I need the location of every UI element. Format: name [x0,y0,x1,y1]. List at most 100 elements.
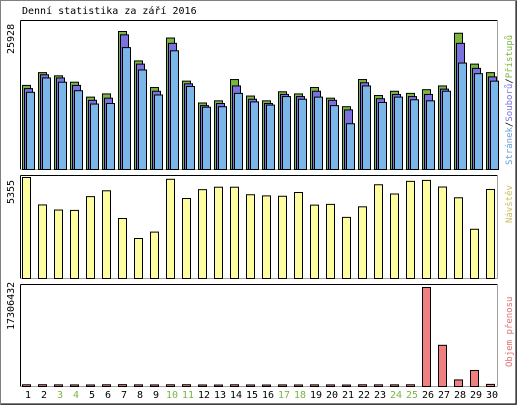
legend-volume: Objem přenosu [505,297,515,367]
volume-bar [70,384,79,388]
visits-bar [38,204,47,280]
volume-bar [422,287,431,387]
legend-visits: Návštěv [504,185,515,223]
x-tick-label: 17 [278,390,290,401]
x-tick-label: 2 [41,390,47,401]
hits-bar [330,105,339,170]
hits-bar [218,106,227,171]
hits-bar [138,69,147,170]
hits-bar [170,50,179,170]
hits-bar [90,103,99,170]
visits-bar [262,195,271,279]
hits-bar [442,90,451,170]
x-tick-label: 23 [374,390,386,401]
volume-bar [230,384,239,387]
visits-bar [198,189,207,279]
x-tick-label: 13 [214,390,226,401]
visits-bar [294,191,303,279]
legend-separator: / [505,122,515,127]
panel-background [20,175,498,279]
hits-bar [314,96,323,170]
visits-bar [438,186,447,280]
volume-bar [326,384,335,388]
visits-bar [406,180,415,280]
hits-bar [426,100,435,170]
hits-bar [58,81,67,170]
legend-separator: / [505,78,515,83]
x-tick-label: 15 [246,390,258,401]
x-tick-label: 9 [153,390,159,401]
x-tick-label: 28 [454,390,466,401]
hits-bar [410,99,419,170]
visits-bar [246,194,255,279]
x-tick-label: 3 [57,390,63,401]
visits-bar [166,178,175,279]
x-tick-label: 22 [358,390,370,401]
hits-bar [362,85,371,170]
volume-bar [246,384,255,387]
hits-bar [26,91,35,170]
visits-bar [86,196,95,279]
visits-bar [54,209,63,280]
visits-bar [342,216,351,280]
visits-bar [454,197,463,279]
volume-bar [166,384,175,387]
visits-bar [230,186,239,279]
hits-bar [154,94,163,170]
legend-pages: Přístupů [504,35,515,78]
x-tick-label: 8 [137,390,143,401]
volume-bar [294,384,303,387]
visits-bar [102,190,111,279]
volume-bar [182,384,191,388]
volume-bar [486,383,495,388]
visits-bar [422,179,431,279]
panel-frame-2 [20,175,498,279]
hits-bar [282,96,291,170]
x-tick-label: 11 [182,390,194,401]
visits-bar [182,198,191,279]
top-legend: Stránek/Souborů/Přístupů [504,35,515,165]
x-tick-label: 1 [25,390,31,401]
visits-bar [70,209,79,279]
legend-files: Souborů [504,84,515,122]
volume-bar [38,384,47,388]
volume-bar [134,384,143,387]
volume-bar [198,384,207,387]
visits-bar [358,206,367,279]
x-tick-label: 18 [294,390,306,401]
x-tick-label: 21 [342,390,354,401]
volume-bar [438,344,447,387]
x-tick-label: 5 [89,390,95,401]
hits-bar [202,106,211,170]
x-tick-label: 10 [166,390,178,401]
x-tick-label: 4 [73,390,79,401]
x-tick-label: 7 [121,390,127,401]
visits-bar [390,193,399,279]
hits-bar [490,80,499,170]
volume-bar [374,384,383,387]
visits-bar [326,203,335,280]
hits-bar [122,47,131,170]
volume-bar [470,369,479,387]
visits-bar [470,228,479,279]
hits-bar [394,96,403,170]
hits-bar [474,73,483,170]
volume-bar [118,384,127,387]
visits-bar [374,184,383,280]
volume-bar [358,384,367,387]
hits-bar [74,90,83,170]
panel-background [20,284,498,387]
x-tick-label: 14 [230,390,242,401]
visits-bar [278,195,287,279]
hits-bar [186,85,195,170]
volume-bar [278,384,287,388]
hits-bar [234,92,243,170]
visits-bar [214,186,223,279]
hits-bar [378,101,387,170]
hits-bar [298,98,307,170]
volume-bar [22,384,31,387]
volume-bar [214,384,223,388]
x-tick-label: 29 [470,390,482,401]
